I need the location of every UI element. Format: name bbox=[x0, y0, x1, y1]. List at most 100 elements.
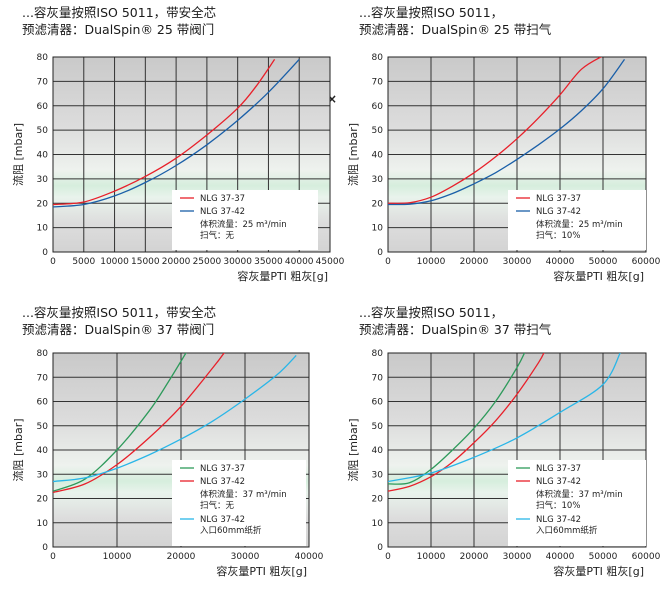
x-tick-label: 10000 bbox=[100, 257, 129, 267]
y-tick-label: 60 bbox=[37, 102, 49, 112]
x-tick-label: 30000 bbox=[503, 257, 532, 267]
x-tick-label: 20000 bbox=[167, 552, 196, 562]
y-tick-label: 60 bbox=[37, 398, 49, 408]
chart-title-line1: ...容灰量按照ISO 5011， bbox=[359, 5, 504, 20]
x-tick-label: 10000 bbox=[417, 552, 446, 562]
chart-title-line2: 预滤清器：DualSpin® 37 带阀门 bbox=[22, 322, 215, 337]
x-tick-label: 45000 bbox=[316, 257, 345, 267]
y-tick-label: 50 bbox=[37, 126, 49, 136]
x-tick-label: 60000 bbox=[632, 552, 661, 562]
legend-label-2: NLG 37-42 bbox=[536, 207, 581, 217]
x-tick-label: 20000 bbox=[460, 257, 489, 267]
series-line-1 bbox=[53, 59, 276, 206]
legend-note: 体积流量：25 m³/min bbox=[200, 219, 287, 230]
legend-label-1: NLG 37-37 bbox=[536, 464, 581, 474]
y-tick-label: 20 bbox=[372, 495, 384, 505]
chart-2: 0 10000 20000 30000 40000 50000 60000 0 10 20 30 40… bbox=[346, 53, 661, 283]
y-tick-label: 70 bbox=[37, 373, 49, 383]
x-tick-label: 30000 bbox=[223, 257, 252, 267]
y-tick-label: 40 bbox=[37, 446, 49, 456]
chart-1: 0 5000 10000 15000 20000 25000 30000 35000 40000… bbox=[11, 53, 345, 283]
chart-title-line2: 预滤清器：DualSpin® 25 带阀门 bbox=[22, 22, 215, 37]
y-tick-label: 10 bbox=[37, 519, 49, 529]
y-tick-label: 0 bbox=[377, 248, 383, 258]
chart-title-line1: ...容灰量按照ISO 5011，带安全芯 bbox=[22, 5, 217, 20]
legend-box bbox=[508, 190, 646, 250]
legend-box bbox=[508, 460, 646, 546]
x-tick-label: 50000 bbox=[589, 257, 618, 267]
y-tick-label: 70 bbox=[372, 373, 384, 383]
y-tick-label: 50 bbox=[372, 126, 384, 136]
y-tick-label: 80 bbox=[372, 349, 384, 359]
legend-label-1: NLG 37-37 bbox=[200, 464, 245, 474]
y-tick-label: 0 bbox=[42, 248, 48, 258]
y-tick-label: 30 bbox=[372, 175, 384, 185]
legend-note: 扫气：无 bbox=[200, 230, 235, 241]
close-icon[interactable]: × bbox=[327, 92, 338, 106]
series-line-1 bbox=[388, 353, 526, 485]
y-tick-label: 30 bbox=[37, 175, 49, 185]
x-tick-label: 10000 bbox=[103, 552, 132, 562]
y-tick-label: 10 bbox=[37, 224, 49, 234]
legend-label-3: NLG 37-42 bbox=[200, 515, 245, 525]
legend-label-2: NLG 37-42 bbox=[536, 477, 581, 487]
legend-label-1: NLG 37-37 bbox=[536, 194, 581, 204]
legend-box bbox=[172, 460, 306, 546]
x-tick-label: 40000 bbox=[285, 257, 314, 267]
x-tick-label: 30000 bbox=[503, 552, 532, 562]
y-tick-label: 30 bbox=[372, 470, 384, 480]
legend-note: 体积流量：25 m³/min bbox=[536, 219, 623, 230]
y-tick-label: 20 bbox=[37, 495, 49, 505]
legend-note: 体积流量：37 m³/min bbox=[200, 489, 287, 500]
y-tick-label: 0 bbox=[377, 543, 383, 553]
y-tick-label: 50 bbox=[372, 422, 384, 432]
chart-panel-2: ...容灰量按照ISO 5011， 预滤清器：DualSpin® 25 带扫气 bbox=[359, 4, 669, 294]
x-tick-label: 5000 bbox=[72, 257, 95, 267]
x-tick-label: 40000 bbox=[546, 257, 575, 267]
x-tick-label: 35000 bbox=[254, 257, 283, 267]
y-tick-label: 20 bbox=[37, 199, 49, 209]
legend-label-1: NLG 37-37 bbox=[200, 194, 245, 204]
y-tick-label: 80 bbox=[37, 53, 49, 63]
x-tick-label: 20000 bbox=[460, 552, 489, 562]
x-tick-label: 40000 bbox=[546, 552, 575, 562]
y-tick-label: 30 bbox=[37, 470, 49, 480]
x-axis-label: 容灰量PTI 粗灰[g] bbox=[553, 269, 644, 283]
y-tick-label: 80 bbox=[37, 349, 49, 359]
plot-frame bbox=[52, 352, 310, 548]
plot-frame bbox=[387, 352, 647, 548]
legend-box bbox=[172, 190, 318, 250]
x-tick-label: 40000 bbox=[295, 552, 324, 562]
y-tick-label: 10 bbox=[372, 519, 384, 529]
legend-label-3: NLG 37-42 bbox=[536, 515, 581, 525]
x-tick-label: 50000 bbox=[589, 552, 618, 562]
legend-note: 扫气：10% bbox=[536, 230, 580, 241]
legend-note: 扫气：无 bbox=[200, 500, 235, 511]
x-tick-label: 0 bbox=[385, 552, 391, 562]
chart-panel-4: ...容灰量按照ISO 5011， 预滤清器：DualSpin® 37 带扫气 bbox=[359, 304, 669, 594]
y-axis-label: 流阻 [mbar] bbox=[11, 123, 25, 186]
chart-panel-1: ...容灰量按照ISO 5011，带安全芯 预滤清器：DualSpin® 25 … bbox=[22, 4, 332, 294]
series-line-1 bbox=[388, 57, 603, 205]
legend-label-2: NLG 37-42 bbox=[200, 477, 245, 487]
y-axis-label: 流阻 [mbar] bbox=[346, 418, 360, 481]
x-tick-label: 15000 bbox=[131, 257, 160, 267]
y-tick-label: 80 bbox=[372, 53, 384, 63]
x-tick-label: 25000 bbox=[193, 257, 222, 267]
x-tick-label: 0 bbox=[50, 552, 56, 562]
legend-note: 入口60mm纸折 bbox=[200, 525, 262, 536]
series-line-3 bbox=[388, 353, 621, 483]
legend-note: 体积流量：37 m³/min bbox=[536, 489, 623, 500]
y-tick-label: 10 bbox=[372, 224, 384, 234]
x-tick-label: 0 bbox=[50, 257, 56, 267]
y-tick-label: 40 bbox=[372, 446, 384, 456]
y-tick-label: 40 bbox=[372, 151, 384, 161]
x-axis-label: 容灰量PTI 粗灰[g] bbox=[216, 564, 307, 578]
y-tick-label: 70 bbox=[372, 77, 384, 87]
y-tick-label: 0 bbox=[42, 543, 48, 553]
legend-label-2: NLG 37-42 bbox=[200, 207, 245, 217]
y-tick-label: 60 bbox=[372, 102, 384, 112]
plot-frame bbox=[387, 56, 647, 253]
